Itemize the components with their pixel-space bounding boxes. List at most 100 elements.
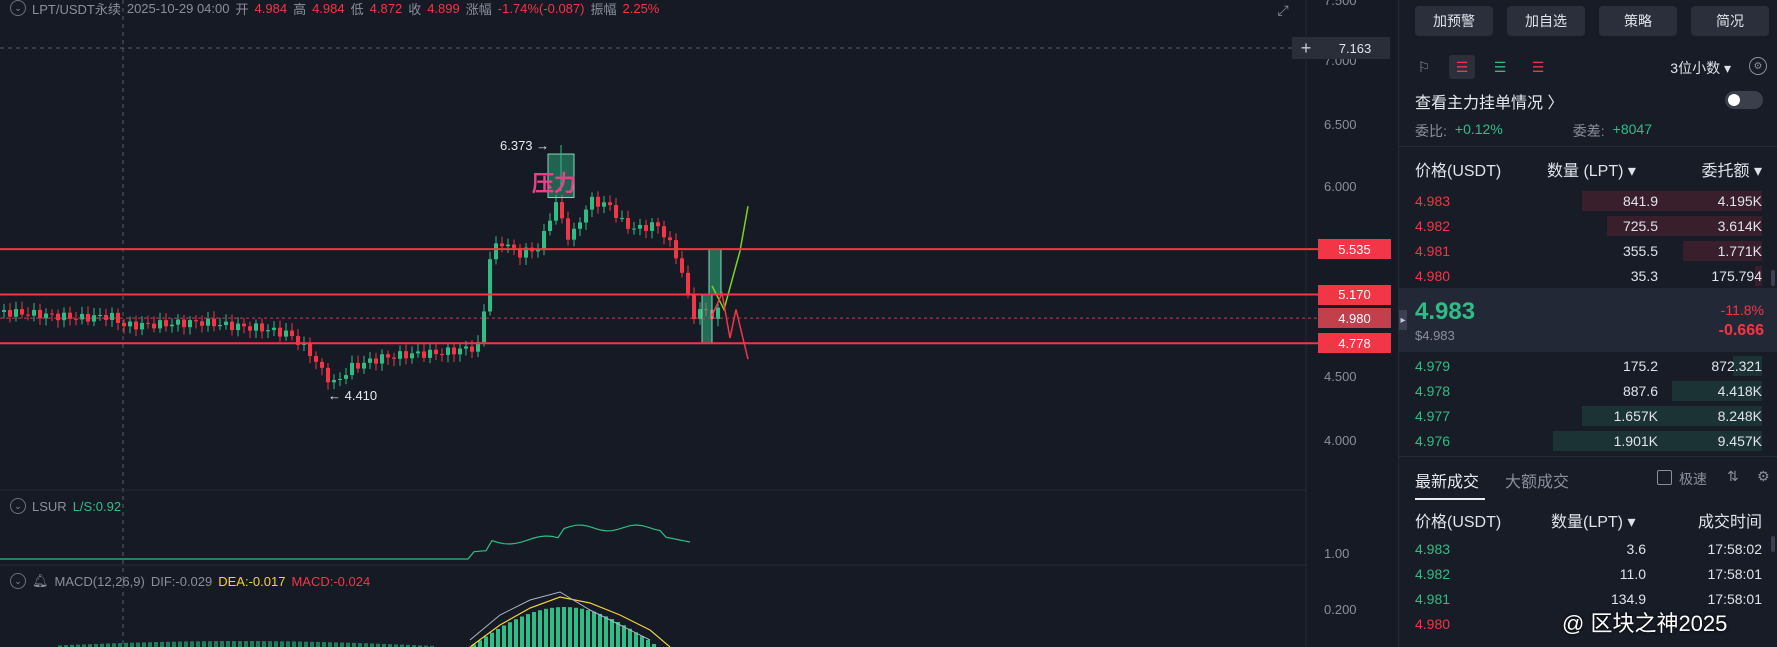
- candle-body: [188, 320, 192, 328]
- add-favorite-button[interactable]: 加自选: [1507, 6, 1585, 36]
- candle-body: [434, 349, 438, 355]
- candle-body: [86, 313, 90, 322]
- macd-bar: [622, 625, 626, 647]
- macd-bar: [580, 608, 584, 647]
- trade-qty: 134.9: [1610, 591, 1646, 607]
- overview-button[interactable]: 简况: [1691, 6, 1769, 36]
- chart-canvas[interactable]: [0, 0, 1395, 647]
- ratio-row: 委比: +0.12% 委差: +8047: [1415, 121, 1660, 141]
- macd-bar: [172, 641, 176, 647]
- macd-bar: [142, 642, 146, 647]
- macd-bar: [208, 641, 212, 647]
- main-orders-toggle[interactable]: [1725, 91, 1763, 109]
- macd-bar: [628, 628, 632, 647]
- candle-body: [452, 347, 456, 355]
- expand-icon[interactable]: ⤢: [1277, 1, 1289, 18]
- fast-checkbox[interactable]: [1657, 470, 1672, 485]
- macd-bar: [490, 632, 494, 647]
- candle-body: [74, 318, 78, 320]
- add-alert-button[interactable]: 加预警: [1415, 6, 1493, 36]
- macd-bar: [406, 644, 410, 647]
- lsur-collapse-icon[interactable]: ⌄: [10, 498, 26, 514]
- mid-change-pct: -11.8%: [1720, 302, 1764, 318]
- macd-bar: [184, 641, 188, 647]
- macd-bar: [280, 641, 284, 647]
- macd-bar: [370, 643, 374, 647]
- candle-body: [254, 323, 258, 331]
- orderbook-bids-icon[interactable]: ☰: [1493, 58, 1507, 75]
- trades-scrollbar[interactable]: [1771, 536, 1775, 552]
- bid-row[interactable]: 4.976 1.901K 9.457K: [1399, 429, 1777, 453]
- ob-qty-header[interactable]: 数量 (LPT) ▾: [1547, 163, 1636, 180]
- orderbook-asks-icon[interactable]: ☰: [1531, 58, 1545, 75]
- bid-row[interactable]: 4.978 887.6 4.418K: [1399, 379, 1777, 403]
- trade-settings-icon[interactable]: ⚙: [1757, 468, 1770, 484]
- strategy-button[interactable]: 策略: [1599, 6, 1677, 36]
- trade-qty: 11.0: [1619, 566, 1646, 582]
- macd-bar: [520, 616, 524, 647]
- trades-header: 价格(USDT) 数量(LPT) ▾ 成交时间: [1399, 508, 1777, 532]
- mid-price-box: ▸ 4.983 $4.983 -11.8% -0.666: [1399, 288, 1777, 352]
- ob-amount-header[interactable]: 委托额 ▾: [1701, 163, 1762, 180]
- projection-up: [711, 206, 749, 312]
- trade-time: 17:58:01: [1707, 591, 1763, 607]
- settings-icon[interactable]: ⚙: [1749, 57, 1767, 75]
- candle-body: [206, 318, 210, 326]
- macd-collapse-icon[interactable]: ⌄: [10, 573, 26, 589]
- orderbook-both-icon[interactable]: ☰: [1449, 55, 1475, 79]
- decimals-select[interactable]: 3位小数 ▾: [1670, 60, 1731, 76]
- tab-latest-trades[interactable]: 最新成交: [1415, 474, 1480, 491]
- macd-bar: [508, 622, 512, 647]
- legend-datetime: 2025-10-29 04:00: [126, 0, 230, 16]
- watermark: @ 区块之神2025: [1562, 611, 1728, 636]
- row-price: 4.977: [1415, 408, 1451, 424]
- flag-icon[interactable]: ⚐: [1417, 58, 1431, 75]
- candle-body: [554, 202, 558, 221]
- candle-body: [248, 326, 252, 331]
- candle-body: [374, 358, 378, 364]
- dea-line: [469, 596, 671, 647]
- candle-body: [332, 379, 336, 383]
- crosshair-price: 7.163: [1320, 37, 1390, 59]
- low-annotation: ← 4.410: [328, 388, 378, 403]
- macd-bar: [202, 641, 206, 647]
- macd-bar: [238, 641, 242, 647]
- macd-bar: [286, 641, 290, 647]
- candle-body: [98, 314, 102, 316]
- row-price: 4.979: [1415, 358, 1451, 374]
- price-axis-label: 6.000: [1324, 179, 1357, 194]
- macd-dea: DEA:-0.017: [218, 573, 286, 589]
- candle-body: [242, 323, 246, 327]
- main-orders-link[interactable]: 查看主力挂单情况 〉: [1415, 95, 1564, 112]
- price-axis-label: 4.500: [1324, 369, 1357, 384]
- macd-bar: [70, 644, 74, 647]
- price-chart[interactable]: ⌄ LPT/USDT永续 2025-10-29 04:00 开 4.984 高 …: [0, 0, 1395, 647]
- candle-body: [410, 353, 414, 359]
- row-amount: 4.195K: [1717, 193, 1762, 209]
- ask-row[interactable]: 4.981 355.5 1.771K: [1399, 239, 1777, 263]
- macd-bar: [634, 632, 638, 647]
- macd-bar: [562, 607, 566, 647]
- ohlc-legend: ⌄ LPT/USDT永续 2025-10-29 04:00 开 4.984 高 …: [10, 0, 659, 17]
- ask-row[interactable]: 4.980 35.3 175.794: [1399, 264, 1777, 288]
- orderbook-scrollbar[interactable]: [1771, 270, 1775, 286]
- expand-arrow-icon[interactable]: ▸: [1399, 310, 1407, 330]
- macd-bar: [382, 643, 386, 647]
- macd-bar: [346, 642, 350, 647]
- trades-qty-header[interactable]: 数量(LPT) ▾: [1551, 514, 1636, 531]
- candle-body: [116, 312, 120, 323]
- tab-large-trades[interactable]: 大额成交: [1505, 474, 1570, 491]
- candle-body: [236, 323, 240, 331]
- collapse-icon[interactable]: ⌄: [10, 0, 26, 16]
- candle-body: [602, 202, 606, 207]
- candle-body: [326, 367, 330, 383]
- ask-row[interactable]: 4.983 841.9 4.195K: [1399, 189, 1777, 213]
- bell-icon[interactable]: 🔔︎: [32, 573, 49, 588]
- legend-low-label: 低: [350, 1, 364, 17]
- bid-row[interactable]: 4.979 175.2 872.321: [1399, 354, 1777, 378]
- filter-icon[interactable]: ⇅: [1727, 468, 1739, 484]
- crosshair-plus-icon[interactable]: +: [1292, 37, 1320, 59]
- ask-row[interactable]: 4.982 725.5 3.614K: [1399, 214, 1777, 238]
- tab-underline: [1415, 498, 1485, 500]
- bid-row[interactable]: 4.977 1.657K 8.248K: [1399, 404, 1777, 428]
